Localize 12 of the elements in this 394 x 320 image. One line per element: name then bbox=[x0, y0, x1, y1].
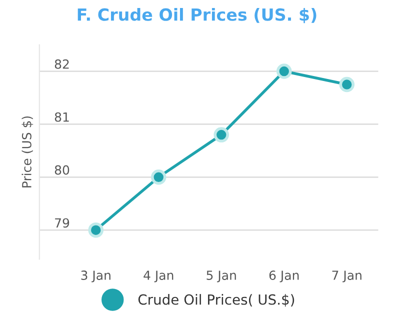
y-axis-title: Price (US $) bbox=[22, 116, 34, 188]
x-tick-label: 3 Jan bbox=[81, 270, 110, 282]
x-tick-label: 4 Jan bbox=[144, 270, 174, 282]
chart-title: F. Crude Oil Prices (US. $) bbox=[78, 8, 316, 24]
x-tick-label: 7 Jan bbox=[332, 270, 362, 282]
y-tick-label: 82 bbox=[54, 59, 69, 69]
y-tick-label: 81 bbox=[54, 112, 69, 122]
x-tick-label: 5 Jan bbox=[206, 270, 236, 282]
legend-label: Crude Oil Prices( US.$) bbox=[138, 294, 294, 307]
y-tick-label: 79 bbox=[55, 218, 70, 228]
y-tick-label: 80 bbox=[54, 165, 70, 175]
x-tick-label: 6 Jan bbox=[269, 270, 299, 282]
